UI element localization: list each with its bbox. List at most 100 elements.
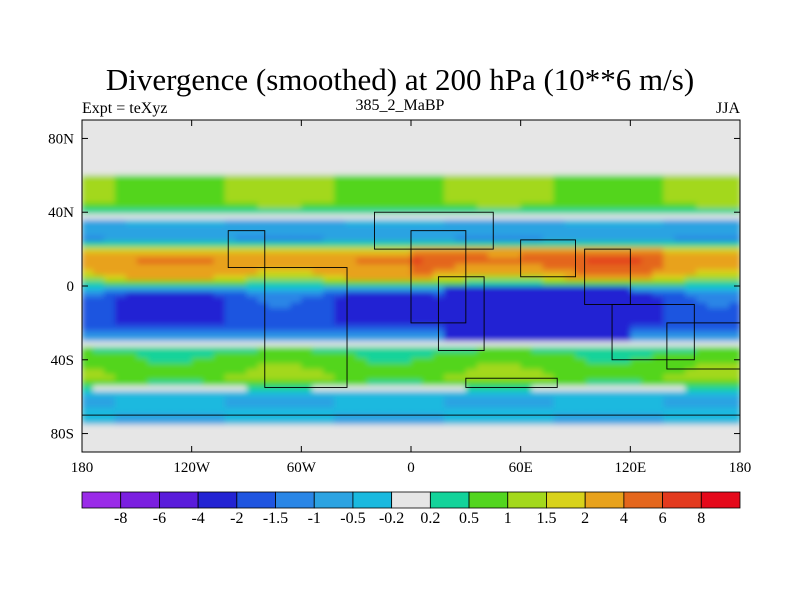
field-cell [92,136,105,143]
field-cell [487,352,500,359]
field-cell [400,429,412,436]
field-cell [696,446,708,452]
field-cell [718,263,730,270]
field-cell [92,214,105,221]
field-cell [125,335,138,342]
field-cell [136,413,149,420]
field-cell [707,413,719,420]
field-cell [92,120,105,127]
field-cell [191,225,204,232]
field-cell [641,125,653,132]
field-cell [542,396,555,403]
field-cell [443,291,456,298]
field-cell [147,197,160,204]
field-cell [180,274,193,282]
field-cell [663,402,675,409]
field-cell [564,291,577,298]
field-cell [619,407,631,414]
field-cell [290,297,302,304]
field-cell [619,313,631,320]
field-cell [718,413,730,420]
field-cell [312,429,324,436]
field-cell [257,352,270,359]
field-cell [224,136,237,143]
field-cell [257,297,270,304]
field-cell [553,446,566,452]
field-cell [334,380,346,387]
field-cell [367,380,379,387]
field-cell [674,391,686,398]
field-cell [718,203,730,210]
field-cell [158,308,171,315]
field-cell [389,313,401,320]
field-cell [279,352,291,359]
field-cell [564,313,577,320]
field-cell [125,291,138,298]
field-cell [531,346,544,353]
field-cell [82,346,94,353]
field-cell [158,125,171,132]
field-cell [575,219,588,226]
field-cell [465,319,478,326]
field-cell [542,413,555,420]
field-cell [586,153,599,160]
field-cell [257,169,270,176]
field-cell [367,236,379,243]
field-cell [586,158,599,165]
field-cell [378,180,390,187]
field-cell [619,402,631,409]
field-cell [389,136,401,143]
field-cell [136,120,149,127]
field-cell [378,158,390,165]
field-cell [608,335,620,342]
field-cell [334,258,346,265]
field-cell [356,214,368,221]
field-cell [356,352,368,359]
field-cell [454,269,467,276]
field-cell [663,391,675,398]
field-cell [421,120,434,127]
field-cell [674,236,686,243]
field-cell [652,291,664,298]
field-cell [487,341,500,348]
field-cell [235,197,248,204]
field-cell [345,308,357,315]
field-cell [323,191,335,199]
field-cell [334,203,346,210]
field-cell [235,147,248,154]
field-cell [290,429,302,436]
field-cell [125,214,138,221]
field-cell [487,363,500,370]
colorbar-label: -6 [152,510,167,527]
field-cell [257,346,270,353]
field-cell [268,219,280,226]
field-cell [421,142,434,149]
field-cell [575,413,588,420]
field-cell [729,335,740,342]
field-cell [356,330,368,337]
field-cell [290,131,302,138]
field-cell [553,297,566,304]
field-cell [323,302,335,309]
field-cell [476,230,489,237]
field-cell [224,225,237,232]
field-cell [498,230,511,237]
field-cell [619,120,631,127]
field-cell [202,225,215,232]
field-cell [454,407,467,414]
field-cell [202,258,215,265]
field-cell [158,186,171,193]
field-cell [389,429,401,436]
field-cell [553,341,566,348]
field-cell [411,125,423,132]
field-cell [608,313,620,320]
field-cell [312,203,324,210]
field-cell [279,136,291,143]
field-cell [454,125,467,132]
field-cell [125,297,138,304]
field-cell [202,147,215,154]
field-cell [114,346,127,353]
field-cell [674,164,686,171]
field-cell [718,252,730,259]
field-cell [498,330,511,337]
